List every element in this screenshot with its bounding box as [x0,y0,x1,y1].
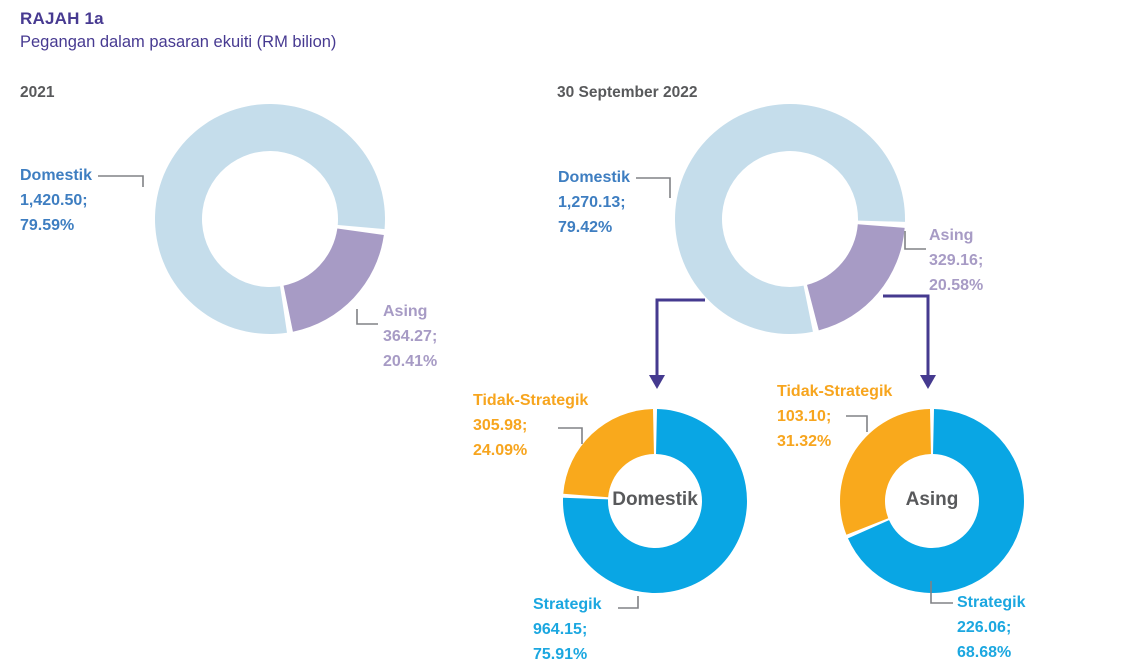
label-series-name: Strategik [957,594,1026,611]
label-domestik-strategik: Strategik 964.15; 75.91% [533,592,601,664]
donut-2022-domestik-breakdown [563,409,747,594]
donut-2021 [155,103,385,334]
arrow-to-asing-breakdown [883,294,936,389]
donut-segment-tidak-strategik [840,409,931,535]
label-value: 329.16; [929,252,984,269]
label-percent: 75.91% [533,646,588,663]
donut-center-label-asing: Asing [905,489,959,510]
donut-segment-strategik [563,409,747,594]
donut-segment-asing [807,224,905,331]
leader-asing-tidak-strategik [846,415,868,432]
label-value: 226.06; [957,619,1012,636]
donut-segment-strategik [847,409,1025,593]
label-percent: 31.32% [777,433,832,450]
donut-segment-tidak-strategik [563,409,654,498]
leader-domestik-strategik [618,596,639,609]
chart-title-2021: 2021 [20,84,55,101]
chart-title-2022: 30 September 2022 [557,84,698,101]
donut-2022-asing-breakdown [840,409,1025,593]
label-value: 1,270.13; [558,194,626,211]
label-2022-asing: Asing 329.16; 20.58% [929,223,983,298]
label-series-name: Asing [929,227,974,244]
leader-2021-asing [356,309,378,325]
label-asing-tidak-strategik: Tidak-Strategik 103.10; 31.32% [777,379,892,454]
label-asing-strategik: Strategik 226.06; 68.68% [957,590,1025,664]
label-value: 964.15; [533,621,588,638]
arrow-to-domestik-breakdown [649,298,705,389]
label-series-name: Domestik [20,167,93,184]
label-series-name: Tidak-Strategik [473,392,589,409]
label-percent: 79.42% [558,219,613,236]
label-percent: 24.09% [473,442,528,459]
label-percent: 20.58% [929,277,984,294]
label-value: 103.10; [777,408,832,425]
figure-id: RAJAH 1a [20,9,104,28]
label-value: 364.27; [383,328,438,345]
label-2021-asing: Asing 364.27; 20.41% [383,299,437,374]
label-percent: 79.59% [20,217,75,234]
label-value: 1,420.50; [20,192,88,209]
figure-subtitle: Pegangan dalam pasaran ekuiti (RM bilion… [20,33,337,51]
label-domestik-tidak-strategik: Tidak-Strategik 305.98; 24.09% [473,388,588,463]
leader-asing-strategik [930,581,953,604]
label-value: 305.98; [473,417,528,434]
leader-domestik-tidak-strategik [558,427,583,444]
label-series-name: Strategik [533,596,602,613]
label-series-name: Tidak-Strategik [777,383,893,400]
donut-segment-asing [283,228,384,332]
donut-center-label-domestik: Domestik [612,489,698,510]
label-2022-domestik: Domestik 1,270.13; 79.42% [558,165,630,240]
label-series-name: Domestik [558,169,631,186]
label-2021-domestik: Domestik 1,420.50; 79.59% [20,163,92,238]
donut-segment-domestik [155,103,385,334]
leader-2022-domestik [636,177,671,198]
label-percent: 20.41% [383,353,438,370]
label-series-name: Asing [383,303,428,320]
leader-2021-domestik [98,175,144,187]
label-percent: 68.68% [957,644,1012,661]
donut-segment-domestik [675,103,905,335]
donut-2022 [675,103,905,335]
leader-2022-asing [904,231,926,250]
